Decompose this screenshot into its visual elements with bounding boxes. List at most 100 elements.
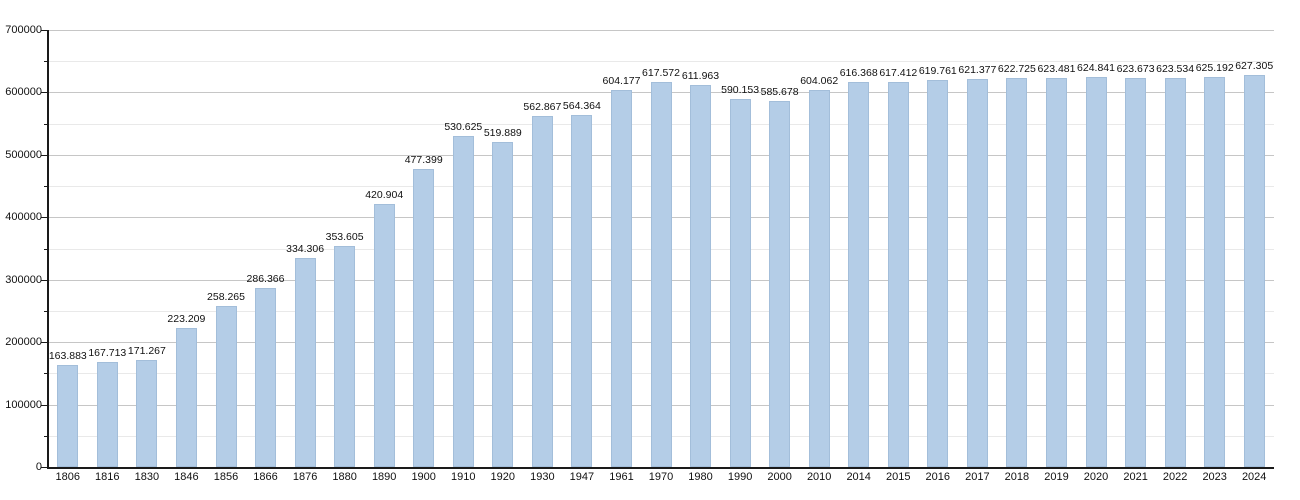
x-axis-tick-label: 1970 (648, 471, 674, 483)
bar (57, 364, 79, 467)
y-axis-tick-label: 500000 (5, 148, 42, 161)
bar (650, 81, 672, 467)
y-axis-minor-tick (44, 435, 48, 437)
x-axis-tick-label: 1910 (451, 471, 476, 483)
bar-value-label: 564.364 (562, 99, 601, 112)
x-axis-tick-label: 2014 (846, 471, 871, 483)
bar-value-label: 477.399 (404, 154, 443, 166)
y-axis-minor-tick (44, 373, 48, 375)
y-axis-minor-tick (44, 248, 48, 250)
bar-value-label: 621.377 (958, 64, 997, 77)
bar (769, 101, 791, 467)
x-axis-tick-label: 1830 (134, 471, 160, 483)
x-axis-tick-label: 1890 (371, 471, 397, 483)
x-axis-tick-label: 1880 (332, 471, 357, 483)
bar-value-label: 604.062 (800, 74, 839, 87)
bar-value-label: 625.192 (1195, 61, 1234, 74)
y-axis-minor-tick (44, 123, 48, 125)
bar (690, 85, 711, 467)
y-axis-major-tick (41, 467, 48, 468)
bar (1006, 78, 1028, 467)
y-axis-major-tick (41, 217, 48, 219)
x-axis-tick-label: 1856 (213, 471, 239, 483)
bar-value-label: 171.267 (127, 345, 166, 358)
bar-value-label: 585.678 (760, 86, 799, 99)
y-axis-tick-label: 400000 (5, 211, 42, 224)
bar (808, 89, 830, 467)
x-axis-tick-label: 1816 (95, 471, 120, 483)
bar (175, 327, 197, 467)
x-axis-tick-label: 1866 (253, 471, 278, 483)
y-axis-major-tick (41, 404, 48, 406)
x-axis-tick-label: 1846 (174, 471, 199, 483)
x-axis-tick-label: 2020 (1083, 471, 1109, 483)
y-axis-tick-label: 600000 (5, 86, 42, 99)
x-axis-tick-label: 2019 (1044, 471, 1069, 483)
bar (1125, 77, 1147, 467)
bar (927, 80, 949, 467)
y-axis-minor-tick (44, 186, 48, 188)
bar-value-label: 622.725 (997, 63, 1036, 76)
bar (887, 81, 909, 467)
x-axis-tick-label: 2000 (767, 471, 792, 483)
bar (611, 89, 632, 467)
y-axis-tick-label: 200000 (5, 336, 42, 349)
bar-value-label: 286.366 (246, 273, 285, 286)
x-axis-tick-label: 1876 (292, 471, 318, 483)
bar (848, 82, 870, 467)
x-axis-tick-label: 2022 (1162, 471, 1188, 483)
x-axis-tick-label: 1920 (490, 471, 516, 483)
y-axis-major-tick (41, 30, 48, 31)
bar (294, 258, 316, 467)
y-axis-line (47, 30, 49, 468)
x-axis-tick-label: 1900 (411, 471, 436, 483)
bar (136, 360, 158, 467)
x-axis-tick-label: 2016 (925, 471, 951, 483)
bar (334, 246, 356, 467)
y-axis-major-tick (41, 154, 48, 156)
x-axis-tick-label: 2017 (965, 471, 990, 483)
bar (413, 169, 435, 467)
bar-value-label: 623.534 (1156, 62, 1195, 75)
bar (729, 98, 751, 467)
y-axis-minor-tick (44, 61, 48, 63)
y-axis-tick-label: 100000 (5, 398, 42, 411)
bar-value-label: 530.625 (444, 120, 483, 133)
bar-value-label: 619.761 (918, 65, 957, 78)
bar-value-label: 623.481 (1037, 62, 1076, 75)
bar (571, 114, 593, 467)
x-axis-tick-label: 1947 (569, 471, 595, 483)
bar (215, 305, 237, 467)
y-axis-minor-tick (44, 310, 48, 312)
bar (1046, 77, 1067, 467)
bar-value-label: 627.305 (1235, 60, 1274, 73)
bar-value-label: 420.904 (365, 189, 404, 202)
bar (966, 79, 988, 467)
x-axis-tick-label: 2024 (1241, 471, 1267, 483)
x-axis-line (47, 467, 1274, 469)
bar (1164, 77, 1186, 467)
bar (531, 115, 553, 467)
x-axis-tick-label: 1990 (727, 471, 753, 483)
x-axis-tick-label: 1961 (609, 471, 634, 483)
bar-value-label: 562.867 (523, 100, 562, 113)
y-axis-tick-label: 700000 (5, 24, 42, 36)
y-axis-major-tick (41, 342, 48, 344)
bar-value-label: 519.889 (483, 127, 522, 140)
bar-value-label: 624.841 (1077, 61, 1115, 74)
x-axis-tick-label: 2015 (886, 471, 911, 483)
bar-value-label: 617.412 (879, 66, 918, 79)
x-axis-tick-label: 1806 (55, 471, 81, 483)
y-axis-major-tick (41, 279, 48, 281)
bar (255, 288, 276, 467)
x-axis-tick-label: 2010 (806, 471, 832, 483)
x-axis-tick-label: 2023 (1202, 471, 1227, 483)
x-axis-tick-label: 2018 (1004, 471, 1030, 483)
bar-value-label: 604.177 (602, 74, 641, 87)
bar (492, 142, 514, 467)
bar (1243, 75, 1265, 467)
bar-value-label: 617.572 (642, 66, 680, 79)
bar-value-label: 334.306 (286, 243, 325, 256)
bar-value-label: 590.153 (721, 83, 760, 96)
